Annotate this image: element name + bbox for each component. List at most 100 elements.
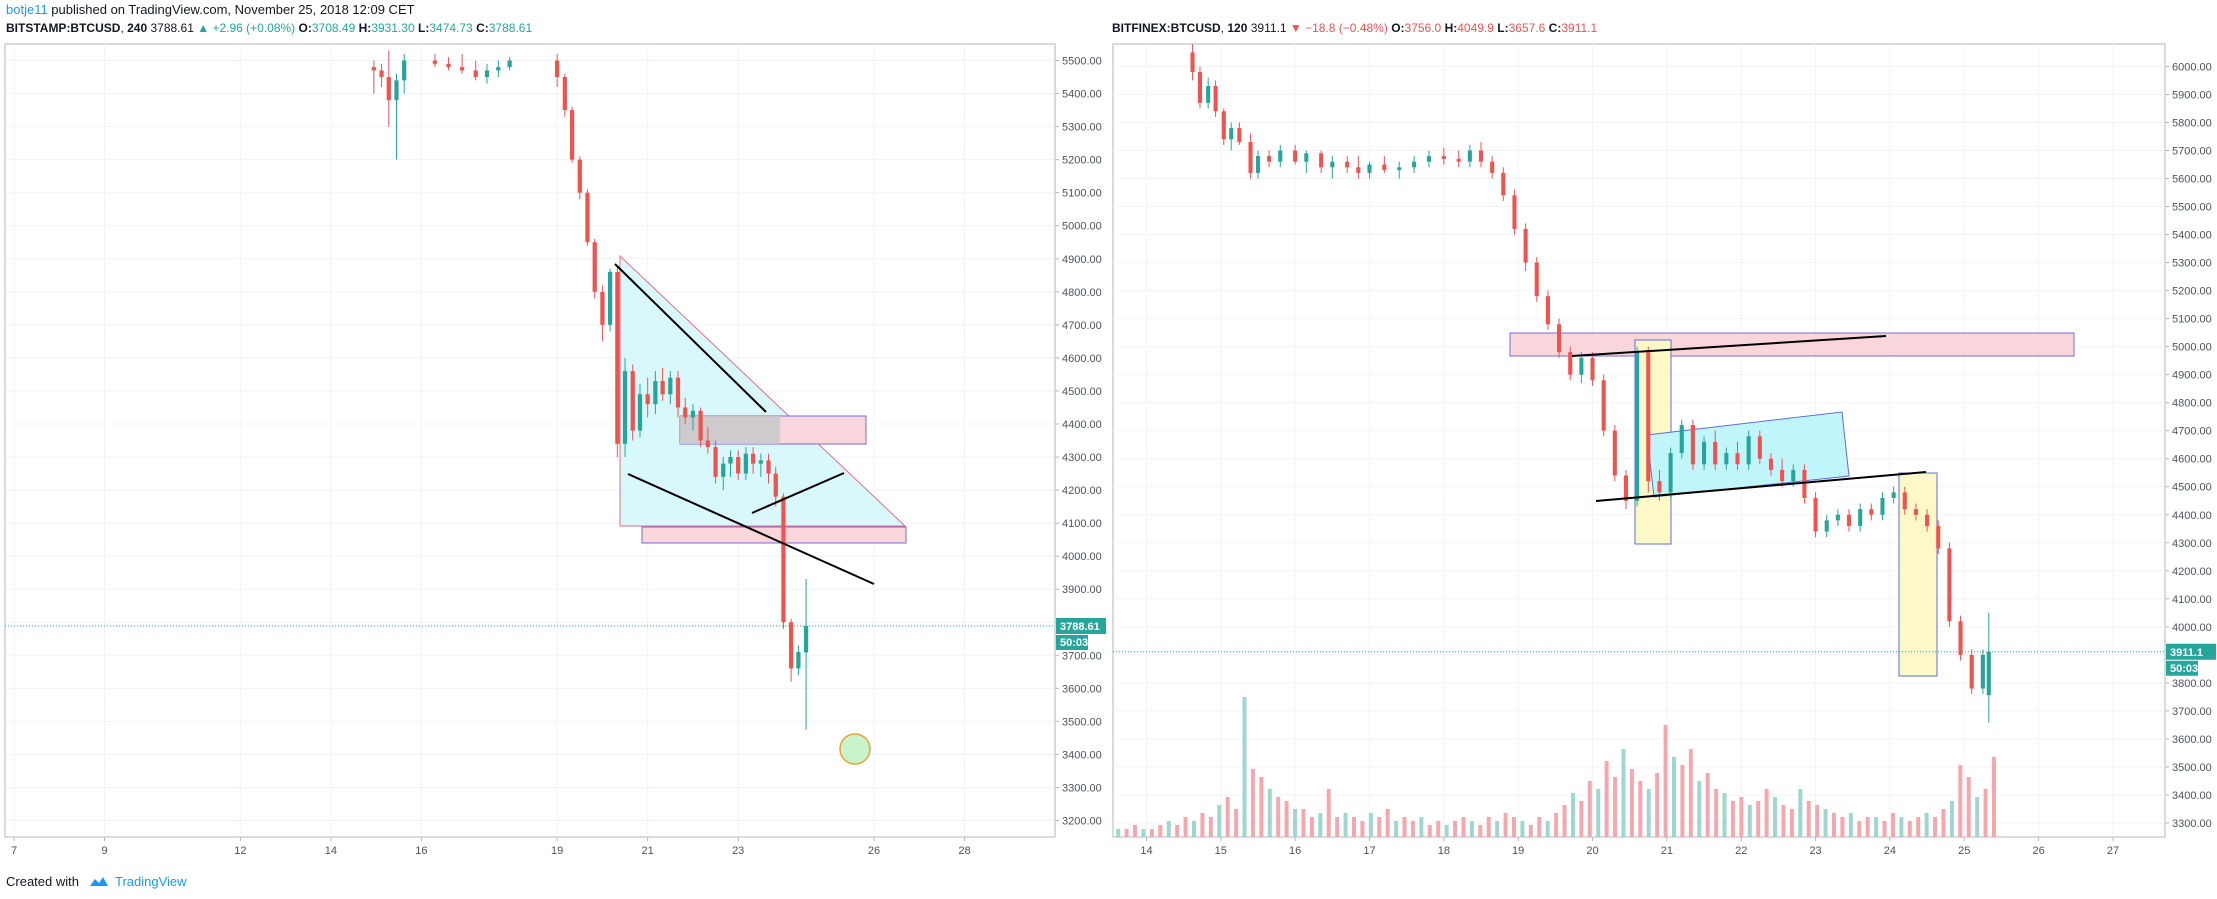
candle[interactable]: [1623, 469, 1629, 510]
candle[interactable]: [743, 447, 748, 481]
candle[interactable]: [1880, 492, 1885, 521]
grey-zone[interactable]: [680, 416, 780, 444]
candle[interactable]: [1846, 509, 1852, 532]
candle[interactable]: [432, 53, 438, 68]
candle[interactable]: [1802, 464, 1807, 504]
candle[interactable]: [1304, 150, 1309, 173]
candle[interactable]: [1958, 615, 1963, 661]
candle[interactable]: [615, 265, 620, 458]
candle[interactable]: [668, 371, 673, 405]
candle[interactable]: [660, 367, 665, 401]
candle[interactable]: [1913, 503, 1918, 521]
candle[interactable]: [653, 371, 658, 415]
candle[interactable]: [1456, 150, 1461, 168]
candle[interactable]: [773, 466, 778, 507]
candle[interactable]: [1248, 133, 1253, 179]
candle[interactable]: [1780, 458, 1785, 487]
candle[interactable]: [1590, 352, 1595, 386]
candle[interactable]: [721, 457, 726, 491]
candle[interactable]: [1557, 318, 1562, 358]
candle[interactable]: [1197, 66, 1203, 109]
trendline-resistance[interactable]: [1571, 335, 1887, 357]
candle[interactable]: [1213, 80, 1218, 117]
candle[interactable]: [1190, 44, 1195, 81]
candle[interactable]: [1412, 156, 1417, 173]
candle[interactable]: [1601, 374, 1606, 437]
candle[interactable]: [1713, 430, 1718, 470]
candle[interactable]: [1534, 256, 1539, 302]
candle[interactable]: [1835, 509, 1840, 526]
candle[interactable]: [1724, 447, 1729, 470]
candle[interactable]: [1367, 161, 1372, 179]
candle[interactable]: [379, 63, 384, 87]
candle[interactable]: [1735, 441, 1740, 470]
candle[interactable]: [1902, 486, 1907, 515]
candle[interactable]: [577, 156, 582, 200]
candle[interactable]: [736, 450, 741, 481]
candle[interactable]: [796, 645, 801, 676]
candle[interactable]: [1356, 156, 1361, 179]
trendline-upper[interactable]: [614, 263, 767, 413]
candle[interactable]: [1646, 346, 1651, 493]
candle[interactable]: [781, 493, 786, 629]
candle[interactable]: [371, 60, 376, 94]
candle[interactable]: [1397, 161, 1402, 179]
candle[interactable]: [496, 60, 501, 78]
candle[interactable]: [1813, 492, 1818, 538]
tradingview-link[interactable]: TradingView: [115, 874, 187, 889]
candle[interactable]: [1869, 503, 1874, 521]
candle[interactable]: [803, 578, 809, 730]
candle[interactable]: [751, 447, 756, 474]
candle[interactable]: [1523, 223, 1528, 271]
candle[interactable]: [1478, 142, 1484, 168]
candle[interactable]: [728, 450, 733, 477]
candle[interactable]: [1969, 649, 1974, 695]
trendline-support[interactable]: [1595, 471, 1927, 502]
candle[interactable]: [386, 50, 391, 127]
candle[interactable]: [446, 57, 451, 71]
candle[interactable]: [713, 440, 718, 484]
candle[interactable]: [705, 427, 710, 454]
candle[interactable]: [484, 63, 490, 84]
candle[interactable]: [402, 53, 407, 94]
candle[interactable]: [1668, 447, 1673, 498]
candle[interactable]: [690, 404, 696, 431]
candle[interactable]: [1237, 122, 1242, 145]
candle[interactable]: [1441, 147, 1446, 165]
candle[interactable]: [1490, 156, 1495, 179]
candle[interactable]: [1319, 150, 1324, 173]
candle[interactable]: [1757, 430, 1762, 465]
candle[interactable]: [683, 397, 688, 424]
candle[interactable]: [1229, 122, 1234, 151]
candle[interactable]: [459, 53, 465, 74]
candle[interactable]: [622, 357, 628, 458]
candle[interactable]: [1426, 150, 1432, 168]
candle[interactable]: [569, 106, 575, 163]
candle[interactable]: [645, 377, 650, 418]
bitstamp-candlestick-chart[interactable]: 3200.00 3300.00 3400.00 3500.00 3600.00 3700.…: [0, 40, 1110, 862]
candle[interactable]: [1690, 419, 1695, 470]
right-symbol[interactable]: BITFINEX:BTCUSD: [1112, 21, 1221, 35]
candle[interactable]: [1635, 346, 1640, 507]
plot-area[interactable]: [4, 43, 1056, 838]
candle[interactable]: [637, 384, 643, 438]
candle[interactable]: [1267, 150, 1272, 168]
candle[interactable]: [1545, 290, 1550, 330]
target-circle[interactable]: [839, 733, 871, 765]
candle[interactable]: [607, 268, 613, 332]
candle[interactable]: [555, 53, 560, 87]
candle[interactable]: [562, 73, 567, 117]
candle[interactable]: [1891, 486, 1896, 504]
candle[interactable]: [1206, 77, 1211, 109]
trendline-short[interactable]: [751, 472, 845, 514]
candle[interactable]: [1467, 144, 1472, 168]
candle[interactable]: [1679, 419, 1684, 459]
candle[interactable]: [1382, 156, 1387, 173]
candle[interactable]: [789, 618, 794, 682]
candle[interactable]: [1255, 150, 1261, 179]
candle[interactable]: [758, 453, 763, 477]
candle[interactable]: [1345, 156, 1350, 173]
candle[interactable]: [1936, 520, 1941, 554]
candle[interactable]: [1501, 167, 1506, 201]
candle[interactable]: [473, 60, 478, 81]
